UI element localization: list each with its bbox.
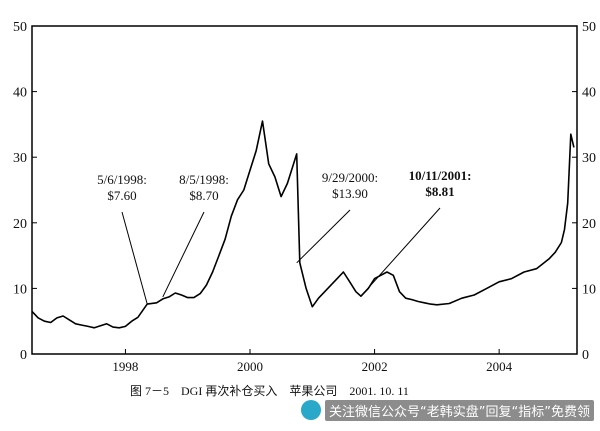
x-tick-label: 2000 xyxy=(237,359,263,374)
y-tick-label-left: 50 xyxy=(13,20,27,35)
y-tick-label-right: 30 xyxy=(582,151,596,166)
annotation-price: $8.81 xyxy=(425,184,454,199)
y-tick-label-right: 50 xyxy=(582,20,596,35)
annotations: 5/6/1998:$7.60 8/5/1998:$8.70 9/29/2000:$1… xyxy=(97,168,472,305)
y-tick-label-left: 30 xyxy=(13,151,27,166)
x-tick-label: 1998 xyxy=(112,359,138,374)
annotation-price: $7.60 xyxy=(107,188,136,203)
y-tick-label-left: 40 xyxy=(13,86,27,101)
annotation-date: 9/29/2000: xyxy=(322,170,378,185)
wechat-icon xyxy=(301,400,322,420)
annotation-date: 10/11/2001: xyxy=(409,168,472,183)
axes: 0 0 10 10 20 20 30 30 40 40 50 50 1998 2000 2002 2004 xyxy=(13,20,596,374)
annotation-leader xyxy=(296,209,351,264)
y-tick-label-left: 0 xyxy=(20,348,27,363)
y-tick-label-right: 0 xyxy=(582,348,589,363)
annotation-price: $8.70 xyxy=(189,188,218,203)
watermark-text: 关注微信公众号“老韩实盘”回复“指标”免费领 xyxy=(325,399,594,421)
x-tick-label: 2004 xyxy=(486,359,513,374)
y-tick-label-right: 20 xyxy=(582,217,596,232)
y-tick-label-left: 20 xyxy=(13,217,27,232)
series xyxy=(31,120,575,329)
annotation-leader xyxy=(360,207,441,297)
x-tick-label: 2002 xyxy=(362,359,388,374)
y-tick-label-right: 10 xyxy=(582,282,596,297)
y-tick-label-left: 10 xyxy=(13,282,27,297)
annotation-leader xyxy=(121,211,148,305)
annotation-leader xyxy=(162,211,205,298)
series-line xyxy=(31,120,575,329)
watermark: 关注微信公众号“老韩实盘”回复“指标”免费领 xyxy=(301,398,594,422)
y-tick-label-right: 40 xyxy=(582,86,596,101)
annotation-price: $13.90 xyxy=(332,186,368,201)
annotation-date: 8/5/1998: xyxy=(179,172,229,187)
caption-text: 图 7－5 DGI 再次补仓买入 苹果公司 2001. 10. 11 xyxy=(130,384,409,398)
plot-frame xyxy=(31,25,578,355)
annotation-date: 5/6/1998: xyxy=(97,172,147,187)
